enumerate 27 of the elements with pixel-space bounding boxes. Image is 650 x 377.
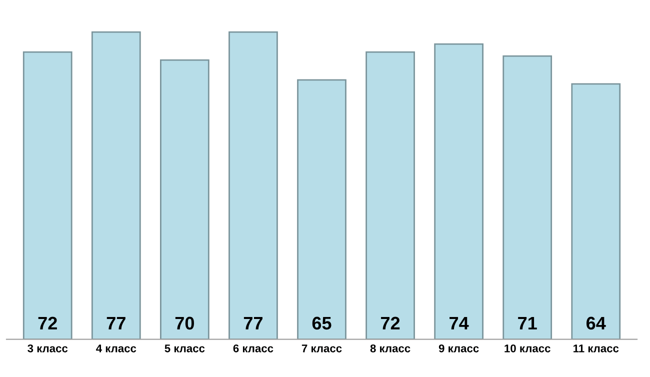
bar: [228, 31, 278, 340]
data-label: 74: [450, 316, 469, 330]
data-label: 77: [106, 316, 126, 330]
bar: [434, 43, 484, 340]
x-tick-label: 9 класс: [438, 344, 479, 352]
x-tick-label: 4 класс: [96, 344, 136, 352]
x-tick-label: 8 класс: [370, 344, 410, 352]
x-tick-label: 3 класс: [28, 344, 68, 352]
data-label: 64: [586, 316, 606, 330]
bar: [297, 79, 346, 340]
data-label: 71: [518, 316, 537, 330]
bar: [502, 55, 552, 340]
data-label: 77: [244, 316, 262, 330]
data-label: 70: [175, 316, 194, 330]
x-tick-label: 6 класс: [233, 344, 274, 352]
data-label: 65: [312, 316, 332, 330]
data-label: 72: [38, 316, 57, 330]
bar: [160, 59, 210, 340]
x-tick-label: 11 класс: [574, 344, 619, 352]
bar: [366, 51, 415, 340]
data-label: 72: [381, 316, 400, 330]
x-tick-label: 5 класс: [164, 344, 205, 352]
x-tick-label: 10 класс: [504, 344, 550, 352]
x-tick-label: 7 класс: [302, 344, 342, 352]
bar: [571, 83, 621, 340]
bar: [91, 31, 141, 340]
bar: [22, 51, 72, 340]
